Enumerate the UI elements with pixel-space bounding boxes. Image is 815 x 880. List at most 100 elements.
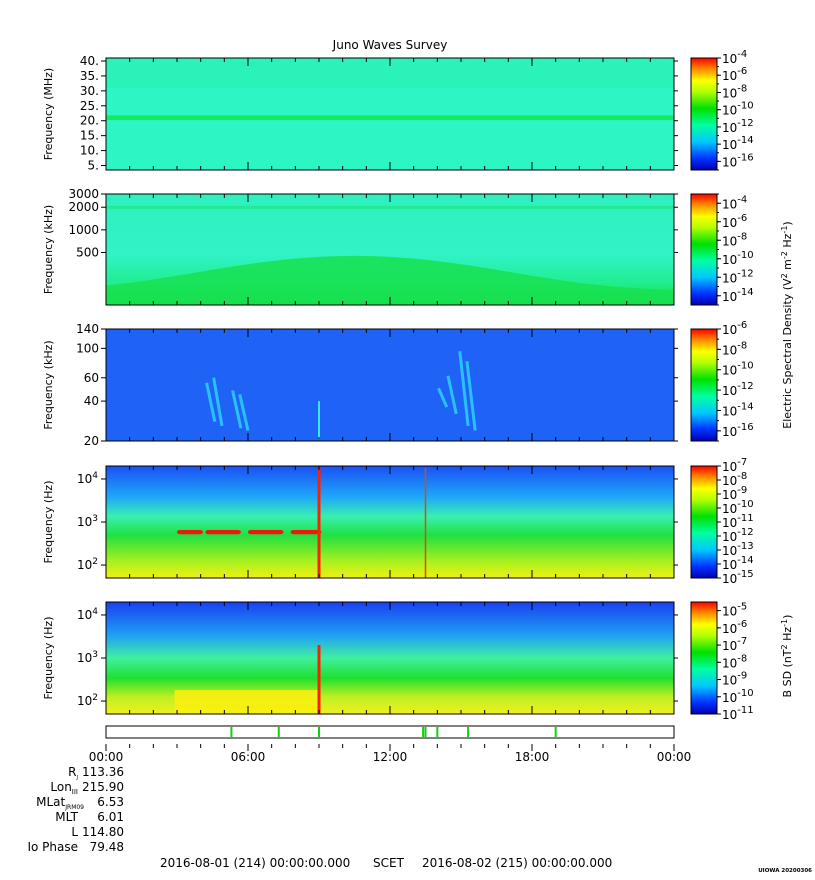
ephem-label-rj: RJ [68, 765, 78, 781]
spectrogram-2mhz-band [106, 205, 674, 209]
y-tick-label: 15. [80, 129, 99, 143]
colorbar-tick-label: 10-6 [722, 619, 747, 636]
colorbar-label-electric: Electric Spectral Density (V2 m-2 Hz-1) [780, 221, 794, 428]
y-tick-label: 500 [76, 245, 99, 259]
emission-streak [446, 375, 458, 415]
colorbar-tick-label: 10-14 [722, 401, 754, 418]
ephem-value-l: 114.80 [82, 825, 124, 839]
y-tick-label: 3000 [68, 187, 99, 201]
colorbar-tick-label: 10-14 [722, 135, 754, 152]
mode-strip [105, 725, 675, 739]
y-tick-label: 20 [84, 434, 99, 448]
colorbar [690, 57, 718, 171]
ephem-value-io-phase: 79.48 [90, 840, 124, 854]
y-tick-label: 102 [77, 557, 98, 572]
emission-streak [465, 361, 477, 431]
y-tick-label: 40. [80, 54, 99, 68]
y-axis-label: Frequency (Hz) [42, 617, 55, 700]
emission-streak [458, 351, 470, 427]
emission-streak [238, 393, 250, 431]
spectrogram-fill [106, 466, 674, 578]
y-tick-label: 30. [80, 84, 99, 98]
chart-title: Juno Waves Survey [332, 38, 448, 52]
y-tick-label: 10. [80, 144, 99, 158]
y-tick-label: 104 [77, 607, 98, 622]
colorbar-tick-label: 10-14 [722, 287, 754, 304]
colorbar-tick-label: 10-6 [722, 66, 747, 83]
colorbar-tick-label: 10-4 [722, 194, 747, 211]
colorbar-tick-label: 10-5 [722, 602, 747, 619]
ephem-label-lon: LonIII [50, 780, 78, 796]
time-axis-tick-label: 00:00 [657, 750, 692, 764]
y-tick-label: 60 [84, 371, 99, 385]
ephem-value-mlat: 6.53 [97, 795, 124, 809]
colorbar-tick-label: 10-8 [722, 653, 747, 670]
spectrogram-fill [106, 329, 674, 441]
y-tick-label: 2000 [68, 200, 99, 214]
colorbar-label-magnetic: B SD (nT2 Hz-1) [780, 615, 794, 698]
colorbar-tick-label: 10-12 [722, 118, 754, 135]
colorbar-tick-label: 10-8 [722, 340, 747, 357]
y-tick-label: 103 [77, 514, 98, 529]
time-axis-tick-label: 00:00 [89, 750, 124, 764]
mode-strip-frame [105, 725, 675, 739]
colorbar-tick-label: 10-11 [722, 705, 754, 722]
emission-band-segment [177, 530, 204, 535]
time-axis: 00:00 06:00 12:00 18:00 00:00 [89, 744, 692, 764]
colorbar [690, 328, 718, 442]
colorbar-tick-label: 10-10 [722, 250, 754, 267]
y-tick-label: 140 [76, 322, 99, 336]
colorbar-tick-label: 10-6 [722, 213, 747, 230]
y-tick-label: 104 [77, 471, 98, 486]
emission-band-segment [248, 530, 284, 535]
y-tick-label: 1000 [68, 223, 99, 237]
y-axis-label: Frequency (MHz) [42, 68, 55, 160]
colorbar-tick-label: 10-10 [722, 101, 754, 118]
ephem-label-mlt: MLT [55, 810, 78, 824]
spectrogram-panel-1: 40.35.30.25.20.15.10.5. Frequency (MHz) 10… [42, 49, 754, 173]
colorbar-tick-label: 10-4 [722, 49, 747, 66]
colorbar-tick-label: 10-12 [722, 268, 754, 285]
colorbar [690, 601, 718, 715]
y-axis-label: Frequency (Hz) [42, 481, 55, 564]
y-tick-label: 102 [77, 693, 98, 708]
colorbar-tick-label: 10-7 [722, 636, 747, 653]
footer-end-time: 2016-08-02 (215) 00:00:00.000 [422, 856, 612, 870]
footer-start-time: 2016-08-01 (214) 00:00:00.000 [160, 856, 350, 870]
y-axis-label: Frequency (kHz) [42, 205, 55, 294]
emission-band-segment [290, 530, 322, 535]
emission-streak [437, 387, 449, 408]
y-tick-label: 103 [77, 650, 98, 665]
y-tick-label: 5. [88, 159, 99, 173]
colorbar-tick-label: 10-10 [722, 688, 754, 705]
ephem-label-l: L [71, 825, 78, 839]
colorbar-tick-label: 10-8 [722, 231, 747, 248]
emission-streak [205, 382, 217, 422]
spectrogram-panel-3: 140 100 60 40 20 Frequency (kHz) 10-6 10-8 10-10… [42, 320, 754, 448]
y-tick-label: 25. [80, 99, 99, 113]
colorbar [690, 465, 718, 579]
ephem-value-mlt: 6.01 [97, 810, 124, 824]
spectrogram-20mhz-band [106, 115, 674, 121]
spectrogram-lowfreq-enhancement [174, 690, 319, 714]
emission-streak [231, 390, 243, 429]
colorbar-tick-label: 10-6 [722, 320, 747, 337]
ephem-label-io-phase: Io Phase [27, 840, 78, 854]
time-axis-tick-label: 18:00 [515, 750, 550, 764]
colorbar-tick-label: 10-8 [722, 83, 747, 100]
footer-stamp: UIOWA 20200306 [758, 868, 812, 874]
emission-band-segment [205, 530, 241, 535]
time-axis-tick-label: 12:00 [373, 750, 408, 764]
colorbar-tick-label: 10-10 [722, 361, 754, 378]
emission-streak [212, 377, 224, 427]
y-axis-label: Frequency (kHz) [42, 340, 55, 429]
y-tick-label: 40 [84, 394, 99, 408]
y-tick-label: 100 [76, 341, 99, 355]
spectrogram-continuum [106, 255, 674, 305]
spectrogram-panels: 40.35.30.25.20.15.10.5. Frequency (MHz) 10… [42, 49, 754, 722]
colorbar-tick-label: 10-12 [722, 381, 754, 398]
footer-scet: SCET [373, 856, 405, 870]
